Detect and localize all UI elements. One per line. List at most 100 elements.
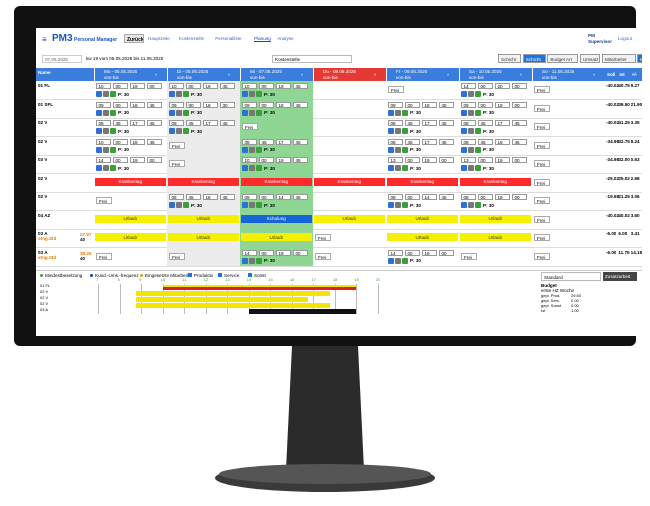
action-icon[interactable] — [475, 91, 481, 97]
action-icon[interactable] — [388, 165, 394, 171]
time-select[interactable]: 45 — [147, 138, 162, 145]
time-select[interactable]: 00 — [512, 157, 527, 163]
time-select[interactable]: 10 — [96, 138, 111, 145]
action-icon[interactable] — [395, 146, 401, 153]
time-select[interactable]: 45 — [186, 194, 201, 200]
action-icon[interactable] — [96, 109, 102, 116]
action-icon[interactable] — [183, 128, 189, 134]
time-select[interactable]: 08 — [169, 120, 184, 126]
time-select[interactable]: 08 — [388, 120, 403, 126]
time-select[interactable]: 09 — [96, 101, 111, 108]
action-icon[interactable] — [110, 109, 116, 116]
action-icon[interactable] — [461, 146, 467, 153]
action-icon[interactable] — [475, 146, 481, 153]
time-select[interactable]: 19 — [203, 83, 218, 89]
action-icon[interactable] — [395, 202, 401, 208]
action-icon[interactable] — [388, 202, 394, 208]
action-icon[interactable] — [468, 128, 474, 134]
time-select[interactable]: 45 — [293, 138, 308, 145]
action-icon[interactable] — [468, 202, 474, 208]
time-select[interactable]: 30 — [220, 101, 235, 108]
action-icon[interactable] — [242, 146, 248, 153]
time-select[interactable]: 45 — [439, 120, 454, 126]
action-icon[interactable] — [475, 165, 481, 171]
action-icon[interactable] — [256, 91, 262, 97]
time-select[interactable]: 00 — [147, 83, 162, 89]
time-select[interactable]: 45 — [220, 194, 235, 200]
action-icon[interactable] — [395, 128, 401, 134]
action-icon[interactable] — [249, 257, 255, 264]
time-select[interactable]: 00 — [512, 83, 527, 89]
checkbox[interactable] — [248, 273, 252, 277]
checkbox[interactable] — [218, 273, 222, 277]
time-select[interactable]: 00 — [186, 101, 201, 108]
action-icon[interactable] — [475, 128, 481, 134]
action-icon[interactable] — [461, 165, 467, 171]
action-icon[interactable] — [110, 91, 116, 97]
time-select[interactable]: 19 — [276, 157, 291, 163]
action-icon[interactable] — [103, 109, 109, 116]
time-select[interactable]: 14 — [242, 249, 257, 256]
nav-link[interactable]: Kostenstelle — [179, 36, 205, 41]
time-select[interactable]: 09 — [242, 194, 257, 200]
action-icon[interactable] — [402, 109, 408, 116]
panel-select[interactable]: Standard — [541, 272, 601, 281]
time-select[interactable]: 45 — [478, 138, 493, 145]
toolbar-button[interactable]: Umsatz — [579, 54, 601, 63]
action-icon[interactable] — [242, 109, 248, 116]
time-select[interactable]: 00 — [147, 157, 162, 163]
time-select[interactable]: 10 — [96, 83, 111, 89]
action-icon[interactable] — [402, 257, 408, 264]
action-icon[interactable] — [176, 91, 182, 97]
time-select[interactable]: 45 — [293, 194, 308, 200]
action-icon[interactable] — [388, 146, 394, 153]
time-select[interactable]: 17 — [422, 138, 437, 145]
action-icon[interactable] — [402, 202, 408, 208]
action-icon[interactable] — [388, 109, 394, 116]
time-select[interactable]: 45 — [293, 101, 308, 108]
time-select[interactable]: 10 — [169, 83, 184, 89]
time-select[interactable]: 19 — [130, 83, 145, 89]
action-icon[interactable] — [402, 128, 408, 134]
action-icon[interactable] — [395, 165, 401, 171]
nav-link[interactable]: Analyse — [277, 36, 294, 41]
time-select[interactable]: 18 — [130, 101, 145, 108]
action-icon[interactable] — [475, 109, 481, 116]
time-select[interactable]: 08 — [242, 138, 257, 145]
action-icon[interactable] — [169, 202, 175, 208]
toolbar-button[interactable]: Mitarbeiter — [602, 54, 636, 63]
time-select[interactable]: 00 — [405, 157, 420, 163]
toolbar-button[interactable]: Schicht — [522, 54, 546, 63]
nav-link[interactable]: Planung — [254, 36, 271, 41]
time-select[interactable]: 14 — [96, 157, 111, 163]
action-icon[interactable] — [183, 109, 189, 116]
time-select[interactable]: 20 — [495, 83, 510, 89]
time-select[interactable]: 14 — [422, 194, 437, 200]
time-select[interactable]: 17 — [495, 120, 510, 126]
time-select[interactable]: 00 — [259, 194, 274, 200]
action-icon[interactable] — [110, 128, 116, 134]
time-select[interactable]: 00 — [259, 249, 274, 256]
time-select[interactable]: 09 — [388, 194, 403, 200]
time-select[interactable]: 45 — [405, 120, 420, 126]
time-select[interactable]: 18 — [276, 101, 291, 108]
time-select[interactable]: 00 — [259, 101, 274, 108]
time-select[interactable]: 14 — [276, 194, 291, 200]
time-select[interactable]: 00 — [405, 101, 420, 108]
action-icon[interactable] — [169, 109, 175, 116]
action-icon[interactable] — [96, 146, 102, 153]
time-select[interactable]: 08 — [461, 194, 476, 200]
time-select[interactable]: 45 — [439, 194, 454, 200]
time-select[interactable]: 00 — [478, 157, 493, 163]
action-icon[interactable] — [103, 91, 109, 97]
time-select[interactable]: 45 — [512, 120, 527, 126]
time-select[interactable]: 19 — [495, 157, 510, 163]
action-icon[interactable] — [176, 109, 182, 116]
time-select[interactable]: 17 — [276, 138, 291, 145]
logout[interactable]: Logout — [618, 36, 633, 41]
time-select[interactable]: 00 — [405, 249, 420, 256]
time-select[interactable]: 19 — [495, 101, 510, 108]
time-select[interactable]: 19 — [422, 157, 437, 163]
action-icon[interactable] — [475, 202, 481, 208]
time-select[interactable]: 18 — [130, 138, 145, 145]
